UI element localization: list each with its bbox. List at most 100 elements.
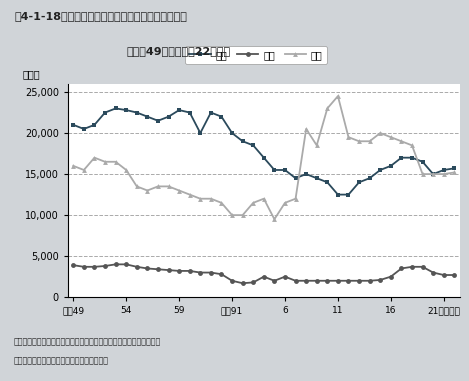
騒音 bbox=[356, 180, 362, 184]
Text: 資料：環境省『騒音規制法施行状況調査』、『振動規制法施行状況調: 資料：環境省『騒音規制法施行状況調査』、『振動規制法施行状況調 bbox=[14, 337, 161, 346]
悪臭 bbox=[282, 200, 288, 205]
Legend: 騒音, 振動, 悪臭: 騒音, 振動, 悪臭 bbox=[185, 46, 326, 64]
悪臭 bbox=[420, 172, 425, 176]
悪臭 bbox=[197, 197, 203, 201]
騒音 bbox=[144, 114, 150, 119]
悪臭 bbox=[452, 170, 457, 175]
悪臭 bbox=[409, 143, 415, 148]
振動 bbox=[335, 279, 340, 283]
悪臭 bbox=[155, 184, 161, 189]
悪臭 bbox=[240, 213, 245, 218]
振動 bbox=[356, 279, 362, 283]
騒音 bbox=[166, 114, 171, 119]
騒音 bbox=[81, 126, 87, 131]
騒音 bbox=[240, 139, 245, 144]
振動 bbox=[208, 270, 214, 275]
騒音 bbox=[102, 110, 108, 115]
騒音 bbox=[293, 176, 298, 181]
悪臭 bbox=[144, 188, 150, 193]
騒音 bbox=[197, 131, 203, 135]
悪臭 bbox=[81, 168, 87, 172]
騒音 bbox=[250, 143, 256, 148]
振動 bbox=[441, 273, 446, 277]
振動 bbox=[166, 268, 171, 272]
騒音 bbox=[346, 192, 351, 197]
悪臭 bbox=[272, 217, 277, 221]
Text: （件）: （件） bbox=[23, 70, 41, 80]
悪臭 bbox=[356, 139, 362, 144]
振動 bbox=[197, 270, 203, 275]
振動 bbox=[176, 269, 182, 273]
悪臭 bbox=[325, 106, 330, 111]
振動 bbox=[102, 264, 108, 268]
騒音 bbox=[409, 155, 415, 160]
振動 bbox=[452, 273, 457, 277]
悪臭 bbox=[367, 139, 372, 144]
振動 bbox=[123, 262, 129, 267]
振動 bbox=[303, 279, 309, 283]
振動 bbox=[409, 264, 415, 269]
悪臭 bbox=[113, 160, 119, 164]
悪臭 bbox=[219, 200, 224, 205]
騒音 bbox=[272, 168, 277, 172]
Line: 悪臭: 悪臭 bbox=[71, 94, 457, 222]
Text: 図4-1-18　騒音・振動・悪臭に係る苦情件数の推移: 図4-1-18 騒音・振動・悪臭に係る苦情件数の推移 bbox=[14, 11, 187, 21]
Line: 振動: 振動 bbox=[71, 262, 457, 286]
振動 bbox=[420, 264, 425, 269]
騒音 bbox=[399, 155, 404, 160]
騒音 bbox=[303, 172, 309, 176]
振動 bbox=[314, 279, 319, 283]
振動 bbox=[240, 281, 245, 285]
騒音 bbox=[91, 123, 97, 127]
騒音 bbox=[388, 163, 393, 168]
騒音 bbox=[155, 118, 161, 123]
騒音 bbox=[219, 114, 224, 119]
悪臭 bbox=[388, 135, 393, 139]
騒音 bbox=[378, 168, 383, 172]
振動 bbox=[378, 278, 383, 282]
騒音 bbox=[431, 172, 436, 176]
騒音 bbox=[123, 108, 129, 112]
振動 bbox=[70, 263, 76, 267]
振動 bbox=[81, 264, 87, 269]
振動 bbox=[261, 274, 266, 279]
悪臭 bbox=[229, 213, 235, 218]
騒音 bbox=[187, 110, 193, 115]
悪臭 bbox=[91, 155, 97, 160]
悪臭 bbox=[293, 197, 298, 201]
騒音 bbox=[176, 108, 182, 112]
悪臭 bbox=[335, 94, 340, 98]
振動 bbox=[91, 264, 97, 269]
悪臭 bbox=[134, 184, 140, 189]
振動 bbox=[229, 279, 235, 283]
騒音 bbox=[420, 160, 425, 164]
振動 bbox=[144, 266, 150, 271]
Text: 』、『悪臭防止法施行状況調査』より作成: 』、『悪臭防止法施行状況調査』より作成 bbox=[14, 356, 109, 365]
騒音 bbox=[314, 176, 319, 181]
騒音 bbox=[335, 192, 340, 197]
騒音 bbox=[441, 168, 446, 172]
振動 bbox=[250, 280, 256, 285]
悪臭 bbox=[208, 197, 214, 201]
騒音 bbox=[261, 155, 266, 160]
騒音 bbox=[452, 166, 457, 171]
振動 bbox=[113, 262, 119, 267]
Line: 騒音: 騒音 bbox=[71, 106, 457, 197]
騒音 bbox=[113, 106, 119, 111]
振動 bbox=[293, 279, 298, 283]
悪臭 bbox=[378, 131, 383, 135]
振動 bbox=[282, 274, 288, 279]
悪臭 bbox=[431, 172, 436, 176]
振動 bbox=[346, 279, 351, 283]
悪臭 bbox=[166, 184, 171, 189]
振動 bbox=[325, 279, 330, 283]
振動 bbox=[399, 266, 404, 271]
悪臭 bbox=[303, 126, 309, 131]
悪臭 bbox=[261, 197, 266, 201]
騒音 bbox=[325, 180, 330, 184]
振動 bbox=[134, 264, 140, 269]
悪臭 bbox=[102, 160, 108, 164]
騒音 bbox=[229, 131, 235, 135]
悪臭 bbox=[187, 192, 193, 197]
悪臭 bbox=[314, 143, 319, 148]
